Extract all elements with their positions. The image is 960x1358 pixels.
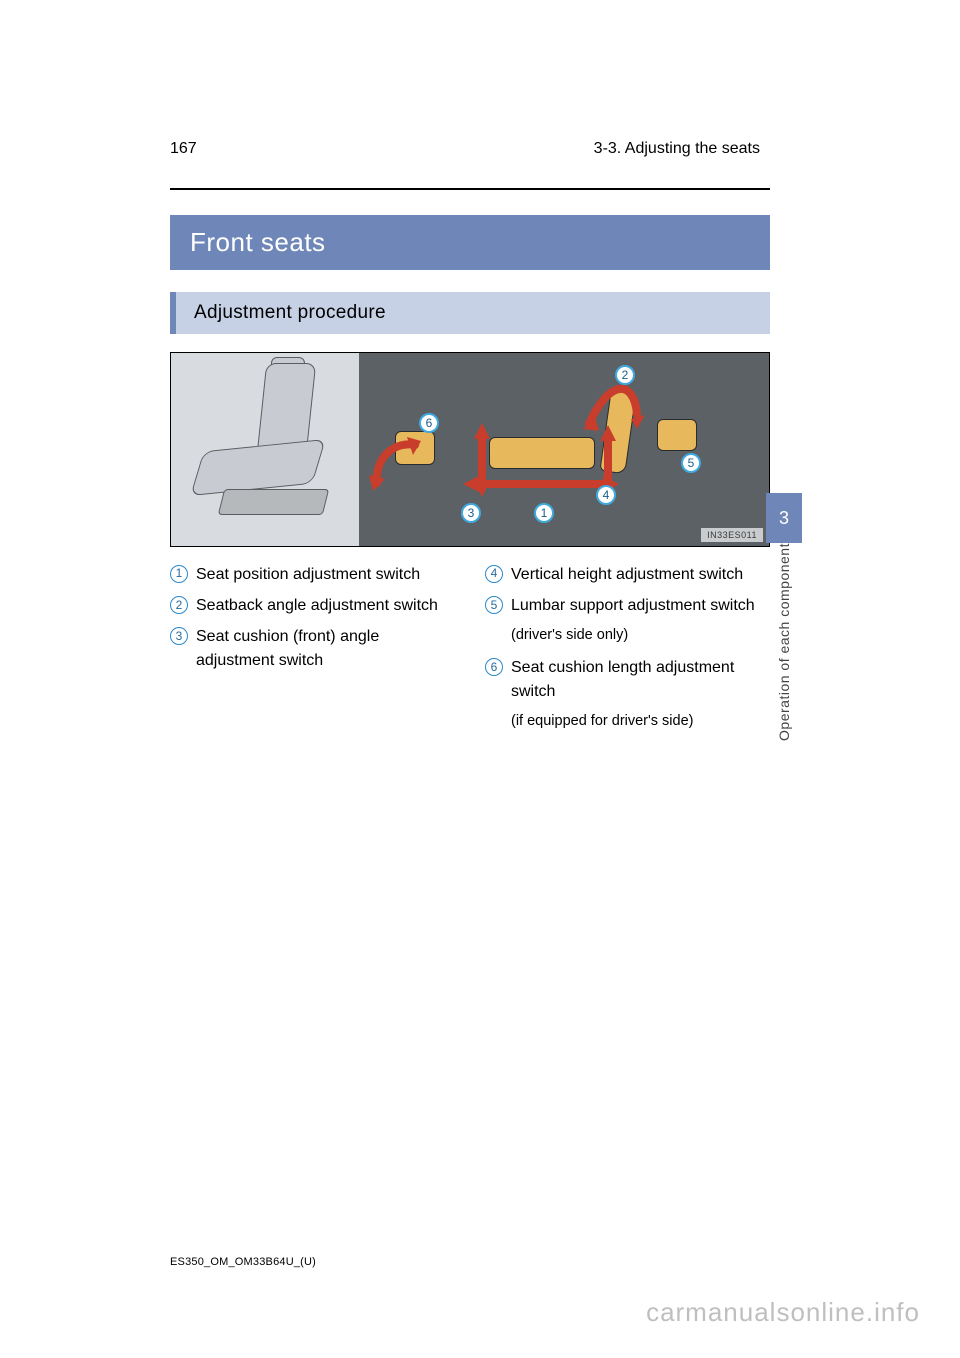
callout-text: Seatback angle adjustment switch <box>196 594 455 617</box>
seat-cushion <box>190 439 326 496</box>
header-row: 167 3-3. Adjusting the seats <box>0 140 960 158</box>
title-bar: Front seats <box>170 215 770 270</box>
callout-item-6: 6 Seat cushion length adjustment switch <box>485 656 770 702</box>
figure-callout-1: 1 <box>534 503 554 523</box>
content: Front seats Adjustment procedure <box>0 215 960 742</box>
callout-text: Seat position adjustment switch <box>196 563 455 586</box>
sub-heading: Adjustment procedure <box>170 292 770 334</box>
figure-callout-2: 2 <box>615 365 635 385</box>
lumbar-switch <box>657 419 697 451</box>
chapter-tab: 3 <box>766 493 802 543</box>
divider <box>170 188 770 190</box>
callouts-left: 1 Seat position adjustment switch 2 Seat… <box>170 563 455 742</box>
seat-figure: 1 2 3 4 5 6 IN33ES011 <box>170 352 770 547</box>
callout-text: Seat cushion length adjustment switch <box>511 656 770 702</box>
callout-badge: 3 <box>170 627 188 645</box>
callout-badge: 5 <box>485 596 503 614</box>
callout-badge: 2 <box>170 596 188 614</box>
callout-item-3: 3 Seat cushion (front) angle adjustment … <box>170 625 455 671</box>
seat-sketch <box>191 363 341 533</box>
section-path: 3-3. Adjusting the seats <box>594 140 760 158</box>
callout-note-6: (if equipped for driver's side) <box>511 711 770 732</box>
callout-item-1: 1 Seat position adjustment switch <box>170 563 455 586</box>
site-watermark: carmanualsonline.info <box>646 1297 920 1328</box>
callout-text: Seat cushion (front) angle adjustment sw… <box>196 625 455 671</box>
figure-callout-3: 3 <box>461 503 481 523</box>
chapter-tab-label: Operation of each component <box>766 543 802 833</box>
chapter-label-text: Operation of each component <box>776 543 792 741</box>
seat-position-switch <box>489 437 595 469</box>
callout-item-5: 5 Lumbar support adjustment switch <box>485 594 770 617</box>
doc-reference: ES350_OM_OM33B64U_(U) <box>170 1256 316 1268</box>
controls-panel: 1 2 3 4 5 6 <box>359 353 769 546</box>
callout-note-5: (driver's side only) <box>511 625 770 646</box>
callout-badge: 4 <box>485 565 503 583</box>
page-number: 167 <box>170 140 197 158</box>
cushion-length-switch <box>395 431 435 465</box>
callouts-right: 4 Vertical height adjustment switch 5 Lu… <box>485 563 770 742</box>
callout-item-2: 2 Seatback angle adjustment switch <box>170 594 455 617</box>
callout-item-4: 4 Vertical height adjustment switch <box>485 563 770 586</box>
callout-text: Lumbar support adjustment switch <box>511 594 770 617</box>
callout-badge: 1 <box>170 565 188 583</box>
figure-callout-5: 5 <box>681 453 701 473</box>
page: 167 3-3. Adjusting the seats Front seats… <box>0 0 960 1358</box>
seat-base <box>218 489 329 515</box>
figure-callout-6: 6 <box>419 413 439 433</box>
callouts: 1 Seat position adjustment switch 2 Seat… <box>170 563 770 742</box>
figure-callout-4: 4 <box>596 485 616 505</box>
callout-badge: 6 <box>485 658 503 676</box>
callout-text: Vertical height adjustment switch <box>511 563 770 586</box>
seatback-switch <box>599 390 636 475</box>
figure-code: IN33ES011 <box>701 528 763 542</box>
